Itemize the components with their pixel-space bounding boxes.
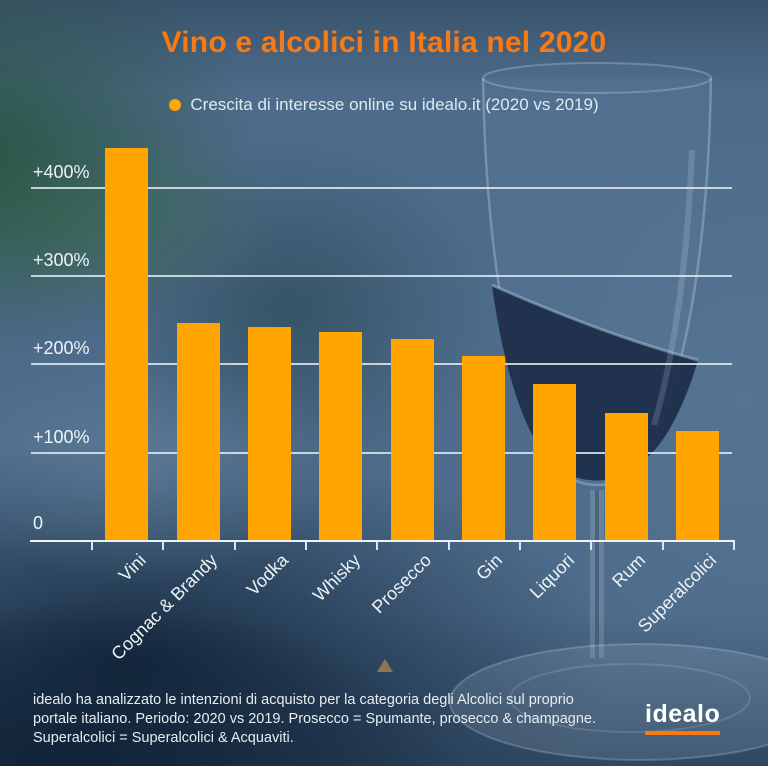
gridline	[31, 275, 732, 278]
x-axis-tick	[376, 542, 379, 550]
x-axis-tick	[518, 542, 521, 550]
bar-rum	[604, 413, 648, 541]
chart-legend: Crescita di interesse online su idealo.i…	[0, 95, 768, 115]
x-axis-tick	[590, 542, 593, 550]
scroll-top-triangle-icon[interactable]	[377, 659, 393, 672]
x-axis-label: Vodka	[242, 550, 293, 600]
x-axis-label: Vini	[114, 550, 150, 586]
y-axis-tick-label: 0	[33, 513, 44, 533]
gridline	[31, 451, 732, 454]
x-axis-tick	[732, 542, 735, 550]
bar-cognac-brandy	[176, 323, 220, 541]
chart-area: +400% +300% +200% +100% 0 Vini Cognac & Brand…	[30, 140, 735, 664]
bar-vini	[105, 148, 149, 541]
legend-label: Crescita di interesse online su idealo.i…	[190, 95, 599, 114]
wine-surface	[491, 283, 699, 362]
x-axis-tick	[162, 542, 165, 550]
y-axis-tick-label: +100%	[33, 426, 90, 447]
legend-dot-icon	[169, 99, 182, 111]
bar-vodka	[247, 327, 291, 541]
footer-line-2: portale italiano. Periodo: 2020 vs 2019.…	[33, 711, 597, 727]
x-axis-label: Gin	[472, 550, 507, 584]
x-axis-tick	[91, 542, 93, 550]
y-axis-tick-label: +400%	[33, 161, 90, 182]
x-axis-label: Rum	[608, 550, 650, 592]
gridline	[31, 186, 732, 189]
bar-superalcolici	[675, 431, 719, 541]
x-axis-tick	[447, 542, 450, 550]
bar-whisky	[319, 332, 363, 541]
x-axis-tick	[233, 542, 236, 550]
bar-liquori	[533, 384, 577, 541]
x-axis-tick	[661, 542, 664, 550]
footer-note: idealo ha analizzato le intenzioni di ac…	[33, 691, 618, 748]
footer-line-3: Superalcolici = Superalcolici & Acquavit…	[33, 730, 294, 746]
glass-rim	[482, 62, 712, 94]
idealo-logo-text: idealo	[645, 700, 721, 728]
glass-stem	[590, 490, 604, 658]
y-axis-tick-label: +300%	[33, 250, 90, 271]
x-axis-label: Prosecco	[367, 550, 436, 618]
y-axis-tick-label: +200%	[33, 338, 90, 359]
glass-stem-shadow	[595, 490, 599, 658]
idealo-logo-underline	[645, 731, 721, 735]
x-axis-line	[30, 540, 735, 542]
idealo-logo: idealo	[645, 700, 721, 735]
x-axis-tick	[304, 542, 307, 550]
page-title: Vino e alcolici in Italia nel 2020	[161, 26, 607, 59]
gridline	[31, 363, 732, 366]
bar-prosecco	[390, 339, 434, 541]
x-axis-label: Whisky	[308, 550, 364, 606]
glass-foot	[449, 643, 768, 761]
footer-line-1: idealo ha analizzato le intenzioni di ac…	[33, 692, 574, 708]
bar-gin	[461, 356, 505, 541]
x-axis-label: Liquori	[525, 550, 578, 603]
glass-foot-inner	[509, 663, 751, 733]
